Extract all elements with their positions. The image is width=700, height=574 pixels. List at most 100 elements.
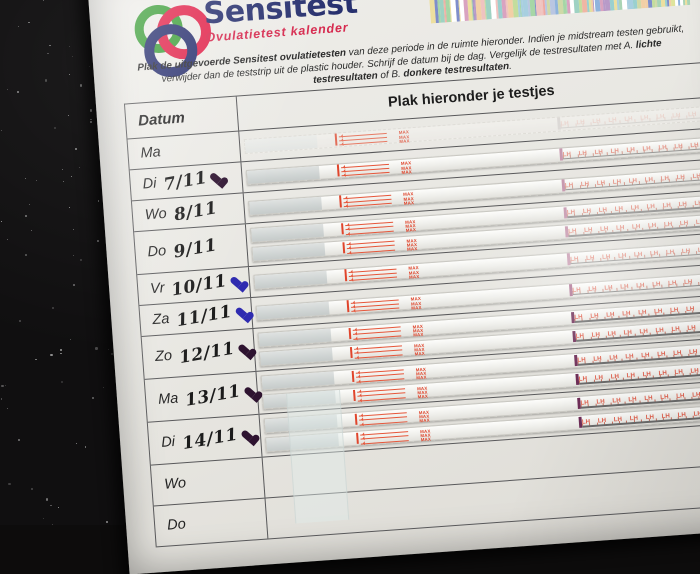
strip-lh-scale: LHLHLHLHLHLHLHLHLHLHLHLH	[564, 165, 700, 192]
strip-max-labels: MAX MAX MAX	[398, 129, 410, 144]
strip-arrows-icon	[350, 323, 413, 340]
strip-arrows-icon	[352, 342, 415, 359]
instructions-mid2: of B.	[377, 68, 404, 82]
strip-window	[433, 290, 570, 300]
strip-max-labels: MAX MAX MAX	[402, 191, 415, 206]
strip-window	[425, 186, 562, 196]
day-label: Di	[142, 175, 158, 193]
day-label: Za	[151, 310, 170, 329]
date-cell[interactable]: Di 14/11	[147, 414, 263, 465]
header-tests-label: Plak hieronder je testjes	[387, 82, 556, 111]
handwritten-heart-icon	[211, 173, 225, 186]
strip-lh-scale: LHLHLHLHLHLHLHLHLHLHLHLH	[560, 103, 700, 130]
strip-absorbent-pad	[251, 223, 324, 242]
strip-arrows-icon	[349, 295, 412, 313]
strip-gap	[317, 140, 335, 141]
rainbow-barcode-graphic	[428, 0, 691, 24]
strip-arrows-icon	[343, 218, 406, 235]
ovulation-calendar-sheet: Sensitest Ovulatietest kalender Plak de …	[86, 0, 700, 574]
strip-absorbent-pad	[256, 301, 330, 320]
strip-gap	[329, 306, 347, 307]
strip-window	[423, 155, 560, 165]
strip-max-labels: MAX MAX MAX	[406, 237, 418, 253]
strip-absorbent-pad	[252, 242, 326, 261]
strip-absorbent-pad	[249, 196, 322, 215]
strip-window	[436, 337, 573, 347]
strip-window	[431, 259, 568, 269]
strip-absorbent-pad	[258, 328, 332, 347]
handwritten-heart-icon	[241, 430, 255, 443]
handwritten-heart-icon	[245, 387, 258, 400]
handwritten-date: 10/11	[170, 270, 229, 301]
handwritten-date: 12/11	[177, 338, 237, 369]
handwritten-heart-icon	[231, 277, 245, 290]
strip-window	[421, 124, 558, 134]
strip-window	[441, 403, 578, 413]
day-label: Zo	[154, 347, 173, 366]
strip-gap	[319, 171, 337, 172]
sensitest-logo-icon	[129, 2, 213, 79]
date-cell[interactable]: Zo 12/11	[141, 328, 257, 379]
date-cell[interactable]: Do 9/11	[134, 224, 249, 275]
strip-gap	[337, 419, 355, 420]
strip-absorbent-pad	[260, 347, 333, 366]
strip-max-labels: MAX MAX MAX	[416, 385, 429, 400]
day-label: Vr	[149, 280, 166, 298]
strip-absorbent-pad	[254, 270, 328, 289]
strip-arrows-icon	[354, 365, 417, 383]
strip-lh-scale: LHLHLHLHLHLHLHLHLHLHLHLH	[572, 269, 700, 296]
date-cell[interactable]: Ma 13/11	[144, 371, 260, 422]
strip-window	[439, 380, 576, 390]
handwritten-date: 9/11	[171, 235, 219, 263]
strip-window	[442, 422, 579, 432]
strip-max-labels: MAX MAX MAX	[404, 218, 417, 234]
strip-gap	[323, 229, 341, 230]
strip-gap	[322, 201, 340, 202]
strip-window	[429, 232, 566, 242]
strip-absorbent-pad	[264, 414, 338, 433]
day-label: Ma	[139, 144, 162, 162]
header-datum-label: Datum	[137, 108, 186, 130]
strip-gap	[335, 395, 353, 396]
strip-lh-scale: LHLHLHLHLHLHLHLHLHLHLHLH	[562, 134, 700, 161]
strip-gap	[332, 353, 350, 354]
strip-gap	[334, 377, 352, 378]
strip-lh-scale: LHLHLHLHLHLHLHLHLHLHLHLH	[570, 238, 700, 265]
strip-max-labels: MAX MAX MAX	[415, 366, 427, 381]
strip-arrows-icon	[337, 129, 400, 146]
table-body: MaMAXMAXMAXLHLHLHLHLHLHLHLHLHLHLHLHDi7/1…	[127, 98, 700, 548]
strip-max-labels: MAX MAX MAX	[412, 323, 424, 338]
strip-gap	[327, 275, 345, 276]
strip-absorbent-pad	[263, 390, 336, 409]
date-cell[interactable]: Do	[153, 498, 269, 547]
strip-arrows-icon	[344, 237, 407, 254]
strip-arrows-icon	[339, 159, 402, 177]
strip-max-labels: MAX MAX MAX	[408, 265, 420, 280]
handwritten-date: 14/11	[180, 424, 240, 455]
day-label: Wo	[144, 205, 168, 224]
day-label: Ma	[157, 390, 179, 408]
handwritten-date: 13/11	[183, 381, 243, 411]
paper-wrap: Sensitest Ovulatietest kalender Plak de …	[0, 0, 700, 525]
strip-absorbent-pad	[244, 134, 318, 153]
date-cell[interactable]: Wo	[150, 457, 266, 506]
strip-arrows-icon	[358, 427, 421, 445]
instructions-end: .	[508, 61, 513, 73]
strip-arrows-icon	[341, 190, 404, 208]
strip-max-labels: MAX MAX MAX	[400, 160, 413, 175]
strip-arrows-icon	[346, 264, 409, 282]
strip-max-labels: MAX MAX MAX	[419, 428, 432, 443]
strip-arrows-icon	[357, 408, 420, 426]
handwritten-heart-icon	[236, 307, 250, 320]
day-label: Di	[160, 433, 176, 451]
strip-max-labels: MAX MAX MAX	[418, 409, 430, 424]
strip-absorbent-pad	[247, 165, 320, 184]
strip-absorbent-pad	[261, 371, 335, 390]
handwritten-date: 8/11	[172, 198, 219, 226]
day-label: Wo	[163, 475, 187, 493]
strip-absorbent-pad	[266, 433, 339, 452]
handwritten-date: 11/11	[174, 301, 234, 332]
handwritten-heart-icon	[238, 344, 252, 357]
brand-text: Sensitest Ovulatietest kalender	[202, 0, 360, 45]
strip-window	[435, 318, 572, 328]
